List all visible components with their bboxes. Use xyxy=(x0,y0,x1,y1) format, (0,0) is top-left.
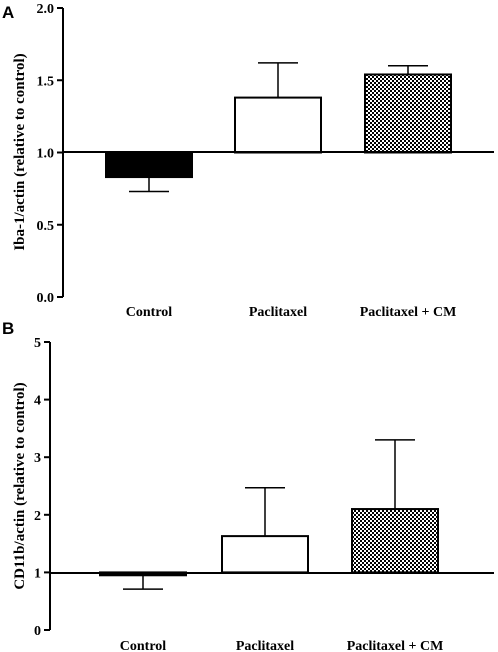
panel-a-letter: A xyxy=(2,3,14,22)
panel-b-y-tick-label: 0 xyxy=(34,624,41,639)
panel-a-category-label: Paclitaxel xyxy=(249,305,307,320)
panel-b-y-tick-label: 4 xyxy=(34,394,41,409)
panel-b-y-ticks: 0 1 2 3 4 5 xyxy=(34,336,50,639)
panel-b-bars xyxy=(99,439,439,590)
panel-b-y-tick-label: 1 xyxy=(34,566,41,581)
panel-a-bars xyxy=(105,62,452,193)
panel-b-y-tick-label: 3 xyxy=(34,451,41,466)
panel-a-y-tick-label: 0.5 xyxy=(37,219,55,234)
panel-b-category-label: Paclitaxel + CM xyxy=(347,639,444,652)
panel-a-bar xyxy=(105,151,193,179)
panel-a-y-tick-label: 2.0 xyxy=(37,2,55,17)
panel-a-categories: Control Paclitaxel Paclitaxel + CM xyxy=(126,305,457,320)
panel-a-bar xyxy=(234,96,322,154)
panel-b-categories: Control Paclitaxel Paclitaxel + CM xyxy=(120,639,444,652)
panel-a-y-axis-label: Iba-1/actin (relative to control) xyxy=(12,53,28,250)
panel-a-y-ticks: 0.0 0.5 1.0 1.5 2.0 xyxy=(37,2,63,306)
panel-b: B CD11b/actin (relative to control) 0 1 2 3… xyxy=(2,319,494,652)
panel-b-y-tick-label: 2 xyxy=(34,509,41,524)
panel-b-bar xyxy=(221,535,309,574)
panel-a-y-tick-label: 1.0 xyxy=(37,147,55,162)
panel-b-category-label: Paclitaxel xyxy=(236,639,294,652)
panel-a: A Iba-1/actin (relative to control) 0.00… xyxy=(2,2,494,320)
panel-a-category-label: Paclitaxel + CM xyxy=(360,305,457,320)
panel-b-y-axis-label: CD11b/actin (relative to control) xyxy=(12,382,28,589)
panel-a-y-tick-label: 1.5 xyxy=(37,74,55,89)
panel-a-bar xyxy=(364,73,452,154)
panel-a-y-tick-label: 0.0 xyxy=(37,291,55,306)
panel-b-bar xyxy=(351,508,439,574)
panel-b-y-tick-label: 5 xyxy=(34,336,41,351)
panel-a-category-label: Control xyxy=(126,305,173,320)
panel-b-letter: B xyxy=(2,319,14,338)
panel-b-category-label: Control xyxy=(120,639,167,652)
